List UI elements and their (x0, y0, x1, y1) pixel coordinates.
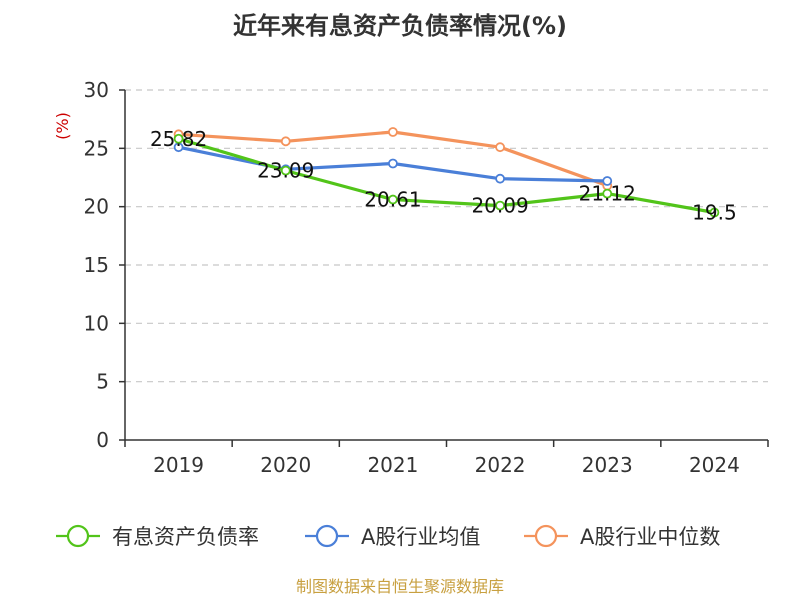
y-axis-unit: (%) (53, 112, 72, 140)
legend: 有息资产负债率 A股行业均值 A股行业中位数 (56, 524, 720, 549)
y-tick-label: 30 (84, 78, 109, 102)
legend-label: A股行业均值 (361, 525, 480, 549)
series-point (280, 165, 291, 176)
data-label: 23.09 (257, 159, 314, 183)
data-label: 20.61 (364, 188, 421, 212)
data-label: 25.82 (150, 127, 207, 151)
series-line (178, 137, 715, 215)
series-point (602, 188, 613, 199)
x-tick-label: 2021 (367, 453, 418, 477)
axes: 0 5 10 15 20 25 30 2019 2020 2021 2022 2023 2024 (84, 78, 769, 477)
chart-title: 近年来有息资产负债率情况(%) (233, 12, 567, 40)
x-tick-label: 2024 (689, 453, 740, 477)
grid-lines (125, 89, 768, 383)
series-point (388, 194, 398, 205)
data-label: 20.09 (471, 194, 528, 218)
y-tick-label: 25 (84, 136, 109, 160)
legend-marker (534, 524, 558, 548)
y-tick-label: 15 (84, 253, 109, 277)
x-tick-label: 2022 (475, 453, 526, 477)
legend-label: 有息资产负债率 (112, 525, 259, 549)
y-tick-label: 10 (84, 311, 109, 335)
legend-marker (315, 524, 339, 548)
series-point (173, 133, 184, 144)
y-tick-label: 0 (96, 428, 109, 452)
series-point (495, 142, 505, 153)
series-point (495, 200, 505, 211)
y-tick-label: 5 (96, 370, 109, 394)
series-point (388, 158, 398, 169)
data-label: 19.5 (692, 201, 737, 225)
series-point (709, 207, 720, 218)
series-layer (173, 127, 720, 218)
data-source: 制图数据来自恒生聚源数据库 (296, 577, 504, 596)
data-label: 21.12 (579, 182, 636, 206)
data-labels: 25.82 23.09 20.61 20.09 21.12 19.5 (150, 127, 737, 225)
x-tick-label: 2023 (582, 453, 633, 477)
y-tick-label: 20 (84, 195, 109, 219)
series-point (388, 127, 398, 137)
series-point (280, 136, 291, 147)
legend-label: A股行业中位数 (580, 525, 720, 549)
legend-marker (66, 524, 90, 548)
x-tick-label: 2019 (153, 453, 204, 477)
x-tick-label: 2020 (260, 453, 311, 477)
series-point (602, 176, 613, 186)
series-point (495, 173, 505, 184)
